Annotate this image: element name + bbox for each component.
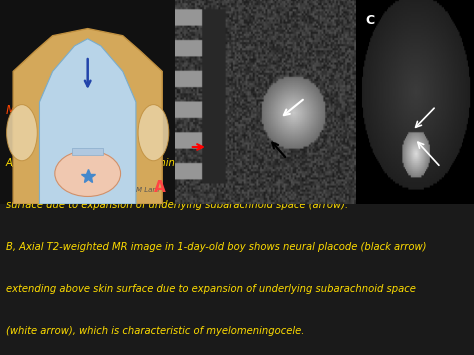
- Text: Myelomeningocele: Myelomeningocele: [6, 104, 117, 116]
- Ellipse shape: [7, 105, 37, 161]
- Polygon shape: [13, 28, 162, 204]
- Text: A: A: [154, 180, 165, 195]
- Text: C: C: [365, 15, 374, 27]
- Text: A, Axial schematic of myelomeningocele shows neural placode (star) protruding ab: A, Axial schematic of myelomeningocele s…: [6, 158, 464, 168]
- Ellipse shape: [55, 151, 120, 196]
- Text: M Lam: M Lam: [136, 187, 159, 193]
- Ellipse shape: [138, 105, 169, 161]
- Text: B, Axial T2-weighted MR image in 1-day-old boy shows neural placode (black arrow: B, Axial T2-weighted MR image in 1-day-o…: [6, 242, 426, 252]
- Text: extending above skin surface due to expansion of underlying subarachnoid space: extending above skin surface due to expa…: [6, 284, 416, 294]
- Text: surface due to expansion of underlying subarachnoid space (arrow).: surface due to expansion of underlying s…: [6, 200, 348, 210]
- FancyBboxPatch shape: [0, 0, 474, 204]
- Polygon shape: [39, 39, 136, 204]
- Text: (white arrow), which is characteristic of myelomeningocele.: (white arrow), which is characteristic o…: [6, 326, 304, 335]
- Polygon shape: [72, 148, 103, 155]
